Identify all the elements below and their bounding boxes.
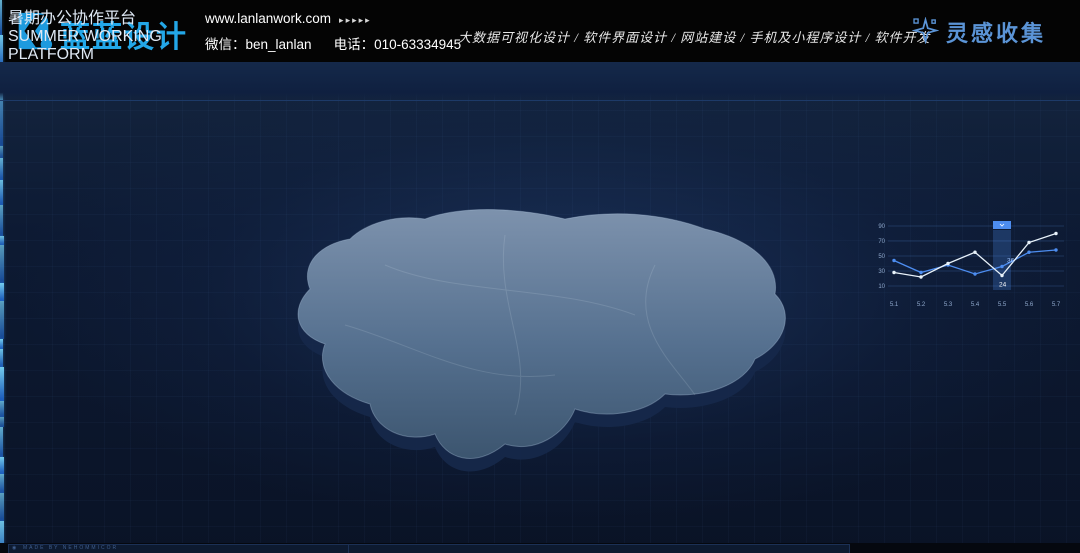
svg-text:70: 70 (878, 239, 885, 245)
svg-text:5.6: 5.6 (1025, 302, 1034, 308)
star-collect-icon (911, 16, 940, 45)
svg-text:5.5: 5.5 (998, 302, 1007, 308)
credit-text: MADE BY NEHOMMICOR (8, 544, 356, 553)
arrow-icons: ▸▸▸▸▸ (339, 15, 372, 25)
lanlan-logo-icon (12, 10, 54, 52)
map-column (0, 349, 3, 367)
svg-text:5.2: 5.2 (917, 302, 926, 308)
map-column (0, 366, 5, 402)
svg-text:30: 30 (878, 269, 885, 275)
svg-text:5.7: 5.7 (1052, 302, 1061, 308)
platform-title: 暑期办公协作平台 (8, 10, 137, 27)
map-column (0, 401, 4, 418)
map-column (0, 474, 5, 494)
map-column (0, 34, 3, 71)
svg-text:5.4: 5.4 (971, 302, 980, 308)
map-column (0, 339, 4, 350)
platform-title-block: 暑期办公协作平台 SUMMER WORKING PLATFORM (8, 4, 238, 63)
map-column (0, 0, 3, 35)
collect-label[interactable]: 灵感收集 (946, 21, 1047, 46)
dashboard-topbar (0, 62, 1080, 101)
svg-text:90: 90 (878, 224, 885, 230)
dashboard-background (0, 62, 1080, 553)
3d-map[interactable] (255, 175, 870, 480)
promo-banner: 蓝蓝设计 www.lanlanwork.com ▸▸▸▸▸ 微信：ben_lanl… (0, 0, 1080, 62)
svg-text:36: 36 (1007, 258, 1015, 265)
contact-info: 微信：ben_lanlan 电话：010-63334945 (205, 37, 462, 52)
map-column (0, 283, 4, 302)
map-column (0, 426, 3, 457)
svg-text:50: 50 (878, 254, 885, 260)
map-column (0, 236, 4, 246)
police-trend-chart: 90 70 50 30 10 36 24 5.1 5.2 5.3 5.4 5.5 5.6 5.7 (872, 216, 1068, 317)
svg-text:5.1: 5.1 (890, 302, 899, 308)
bottom-deco-bar (348, 544, 850, 553)
map-column (0, 157, 3, 181)
map-column (0, 180, 3, 206)
map-column (0, 493, 5, 522)
map-column (0, 521, 4, 553)
website-link[interactable]: www.lanlanwork.com ▸▸▸▸▸ (205, 11, 372, 26)
map-column (0, 83, 4, 146)
map-column (0, 456, 4, 475)
platform-subtitle: SUMMER WORKING PLATFORM (8, 28, 162, 63)
svg-text:24: 24 (999, 282, 1007, 289)
svg-text:10: 10 (878, 284, 885, 290)
services-list: 大数据可视化设计 / 软件界面设计 / 网站建设 / 手机及小程序设计 / 软件… (458, 30, 931, 45)
svg-text:5.3: 5.3 (944, 302, 953, 308)
logo-text: 蓝蓝设计 (60, 21, 188, 54)
map-column (0, 145, 4, 158)
map-column (0, 245, 5, 284)
map-column (0, 205, 4, 237)
map-column (0, 417, 5, 427)
map-column (0, 301, 4, 340)
